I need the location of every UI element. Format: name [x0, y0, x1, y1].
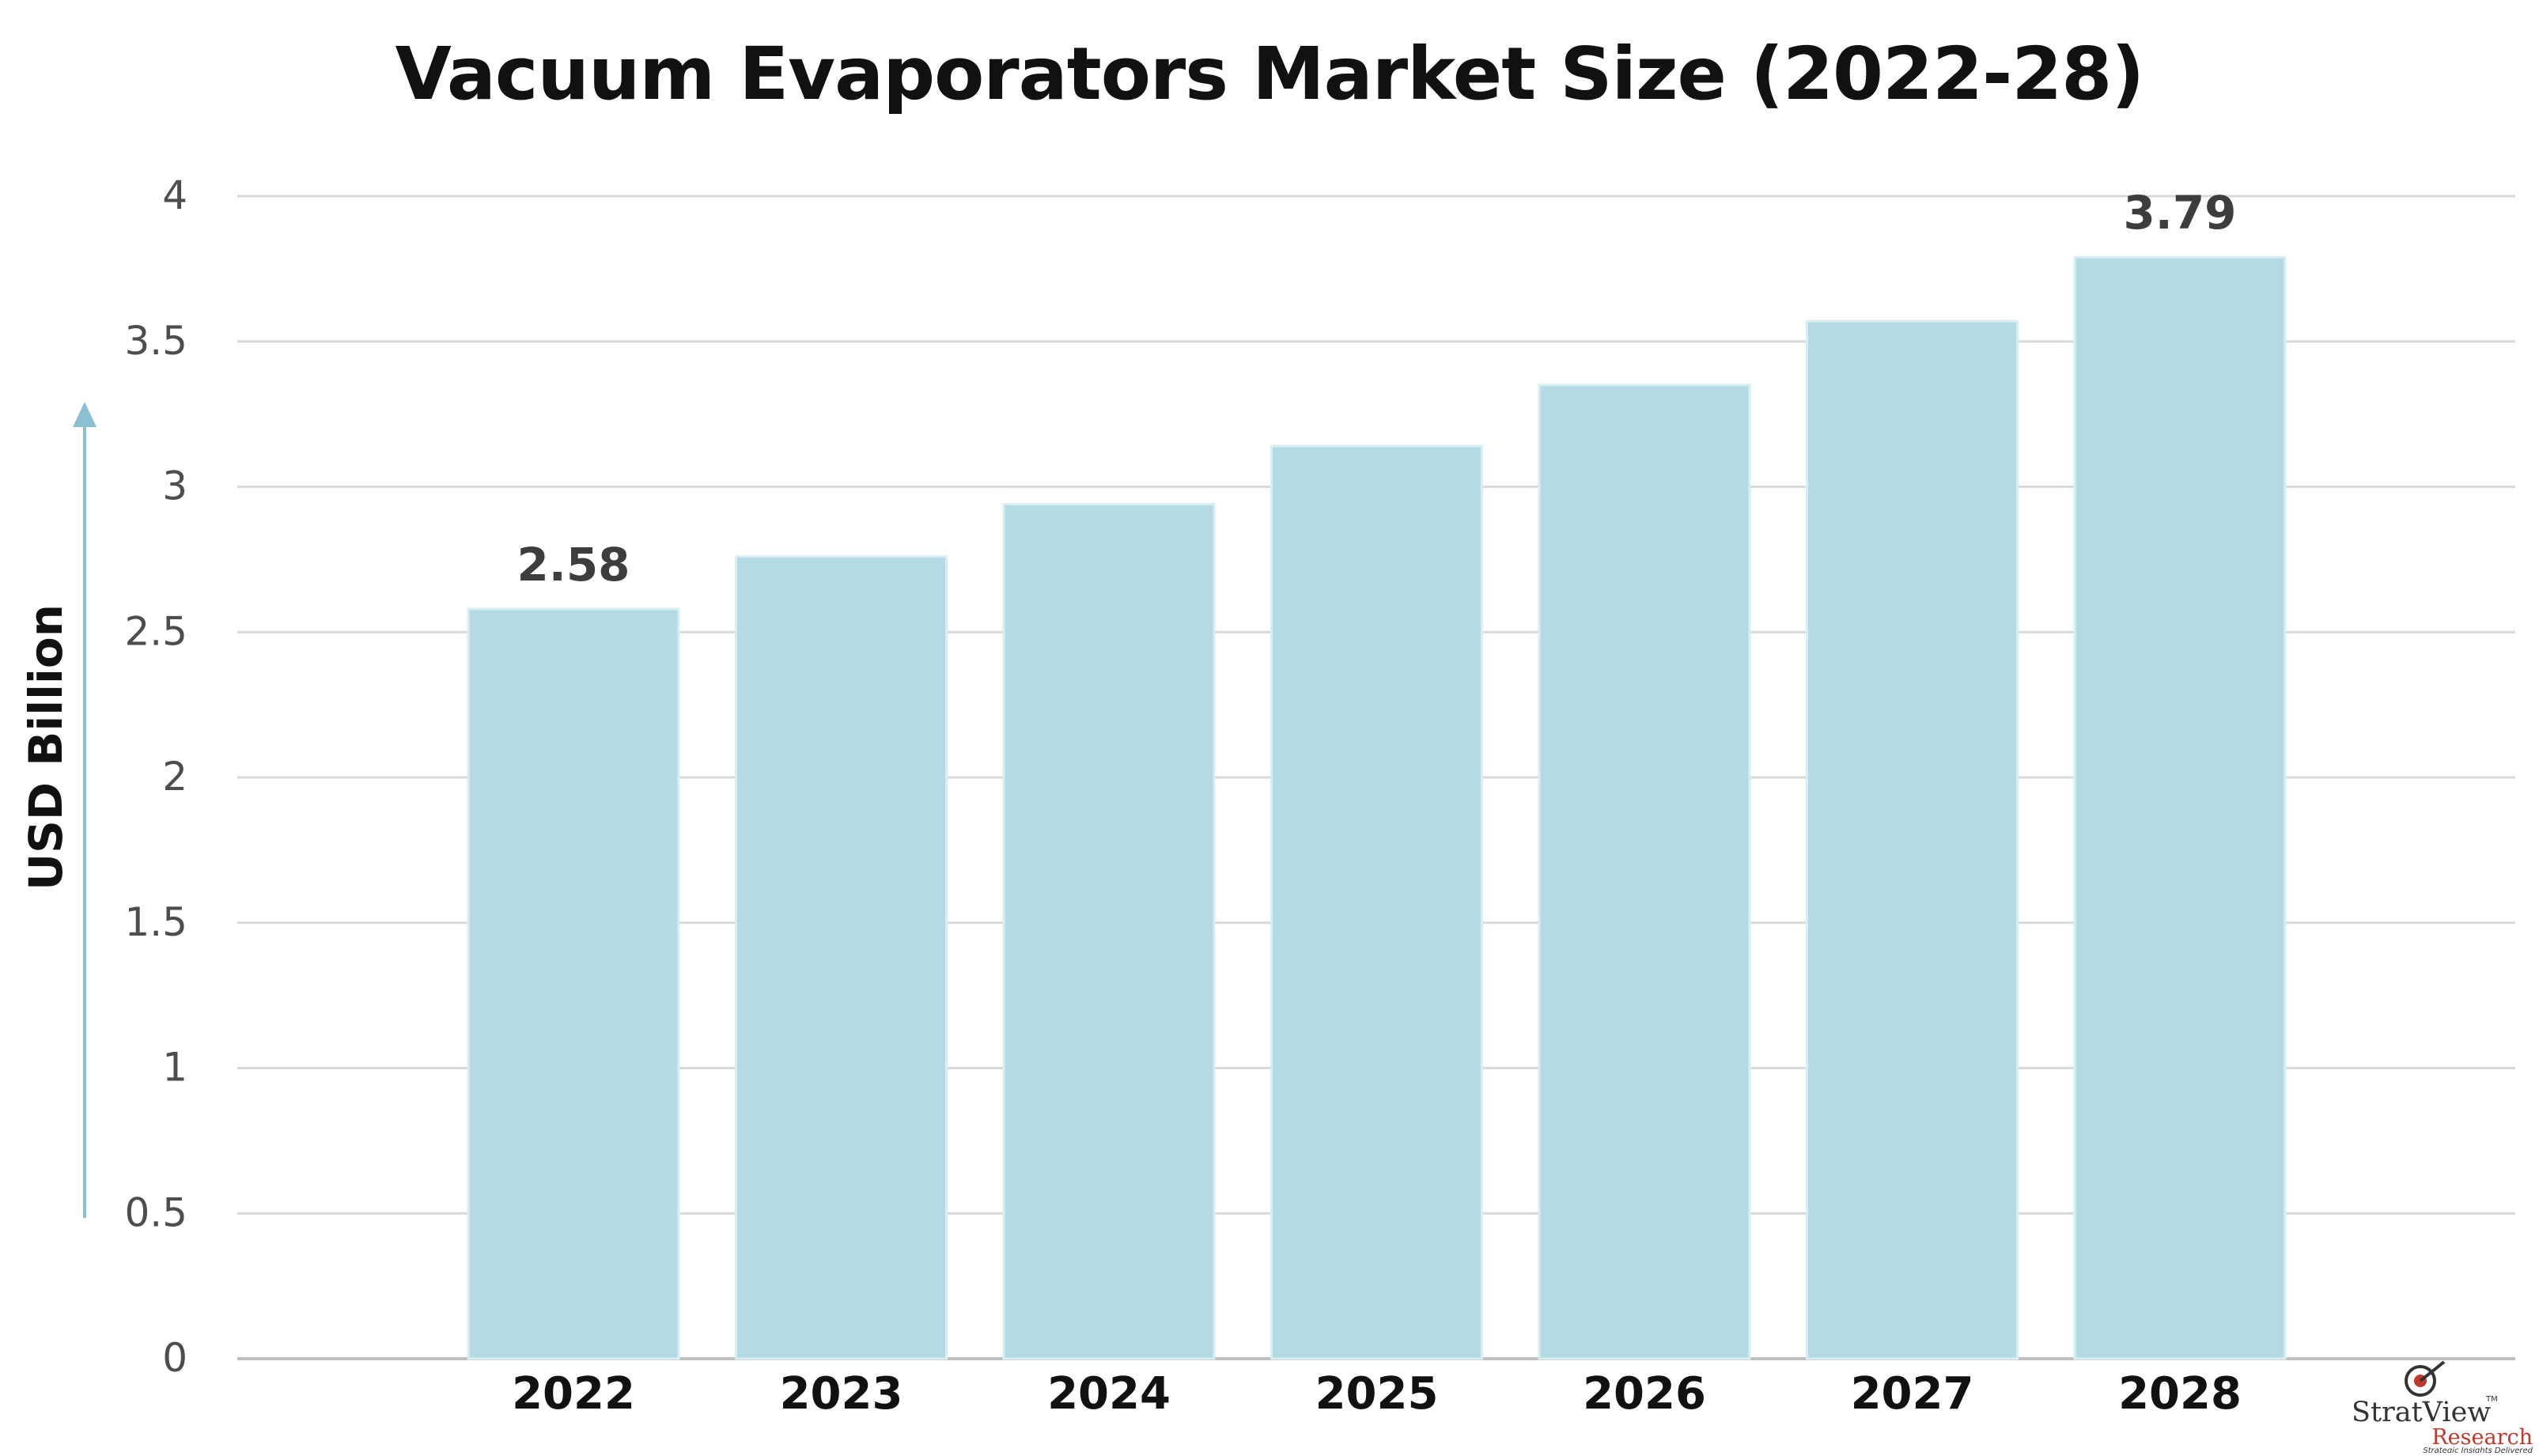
y-axis-arrow-head [73, 402, 96, 427]
y-tick-label: 3.5 [124, 318, 187, 364]
y-axis-title-group: USD Billion [19, 402, 96, 1218]
stratview-logo: StratView TM Research Strategic Insights… [2325, 1360, 2539, 1455]
y-axis-ticks: 0 0.5 1 1.5 2 2.5 3 3.5 4 [124, 172, 187, 1381]
x-tick-label: 2026 [1583, 1368, 1706, 1420]
x-tick-label: 2023 [780, 1368, 903, 1420]
x-tick-label: 2024 [1047, 1368, 1171, 1420]
bar-2025 [1270, 444, 1483, 1360]
y-tick-label: 0.5 [124, 1189, 187, 1235]
x-axis-ticks: 2022 2023 2024 2025 2026 2027 2028 [512, 1368, 2242, 1420]
logo-name-line2: Research [2431, 1425, 2533, 1450]
svg-text:StratView: StratView [2352, 1397, 2491, 1428]
chart-title: Vacuum Evaporators Market Size (2022-28) [395, 32, 2145, 116]
logo-name-part2: View [2422, 1397, 2492, 1428]
y-tick-label: 1.5 [124, 899, 187, 945]
y-tick-label: 4 [162, 172, 187, 218]
bar-2022 [467, 607, 680, 1360]
y-tick-label: 1 [162, 1045, 187, 1091]
y-tick-label: 2.5 [124, 608, 187, 654]
bar-2028 [2073, 255, 2287, 1360]
target-icon [2405, 1360, 2446, 1397]
data-label: 2.58 [517, 538, 630, 592]
logo-tagline: Strategic Insights Delivered [2423, 1447, 2533, 1453]
y-tick-label: 3 [162, 463, 187, 509]
bar-2027 [1806, 320, 2019, 1360]
logo-name-part1: Strat [2352, 1397, 2423, 1428]
x-tick-label: 2027 [1851, 1368, 1974, 1420]
bar-2026 [1538, 384, 1751, 1360]
x-tick-label: 2028 [2118, 1368, 2242, 1420]
y-tick-label: 2 [162, 754, 187, 800]
y-tick-label: 0 [162, 1335, 187, 1381]
y-axis-title: USD Billion [19, 604, 73, 891]
bars [467, 255, 2287, 1360]
data-labels: 2.58 3.79 [517, 186, 2236, 592]
x-tick-label: 2025 [1315, 1368, 1439, 1420]
bar-2024 [1002, 503, 1216, 1360]
data-label: 3.79 [2123, 186, 2236, 240]
x-tick-label: 2022 [512, 1368, 635, 1420]
logo-tm: TM [2485, 1395, 2498, 1404]
bar-2023 [735, 555, 948, 1360]
